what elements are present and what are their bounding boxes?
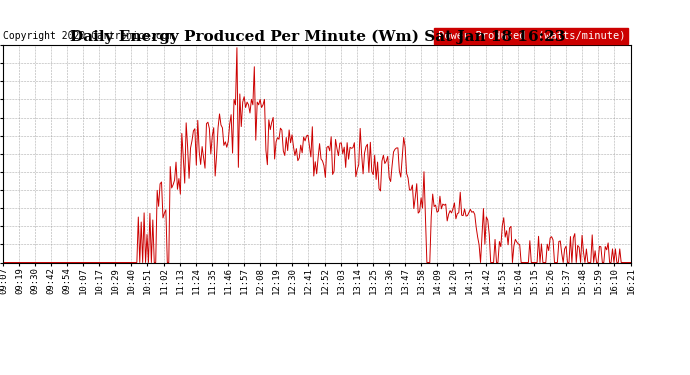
Text: Power Produced  (watts/minute): Power Produced (watts/minute) — [437, 31, 625, 40]
Text: Copyright 2020 Cartronics.com: Copyright 2020 Cartronics.com — [3, 31, 174, 40]
Title: Daily Energy Produced Per Minute (Wm) Sat Jan 18 16:23: Daily Energy Produced Per Minute (Wm) Sa… — [70, 30, 565, 44]
